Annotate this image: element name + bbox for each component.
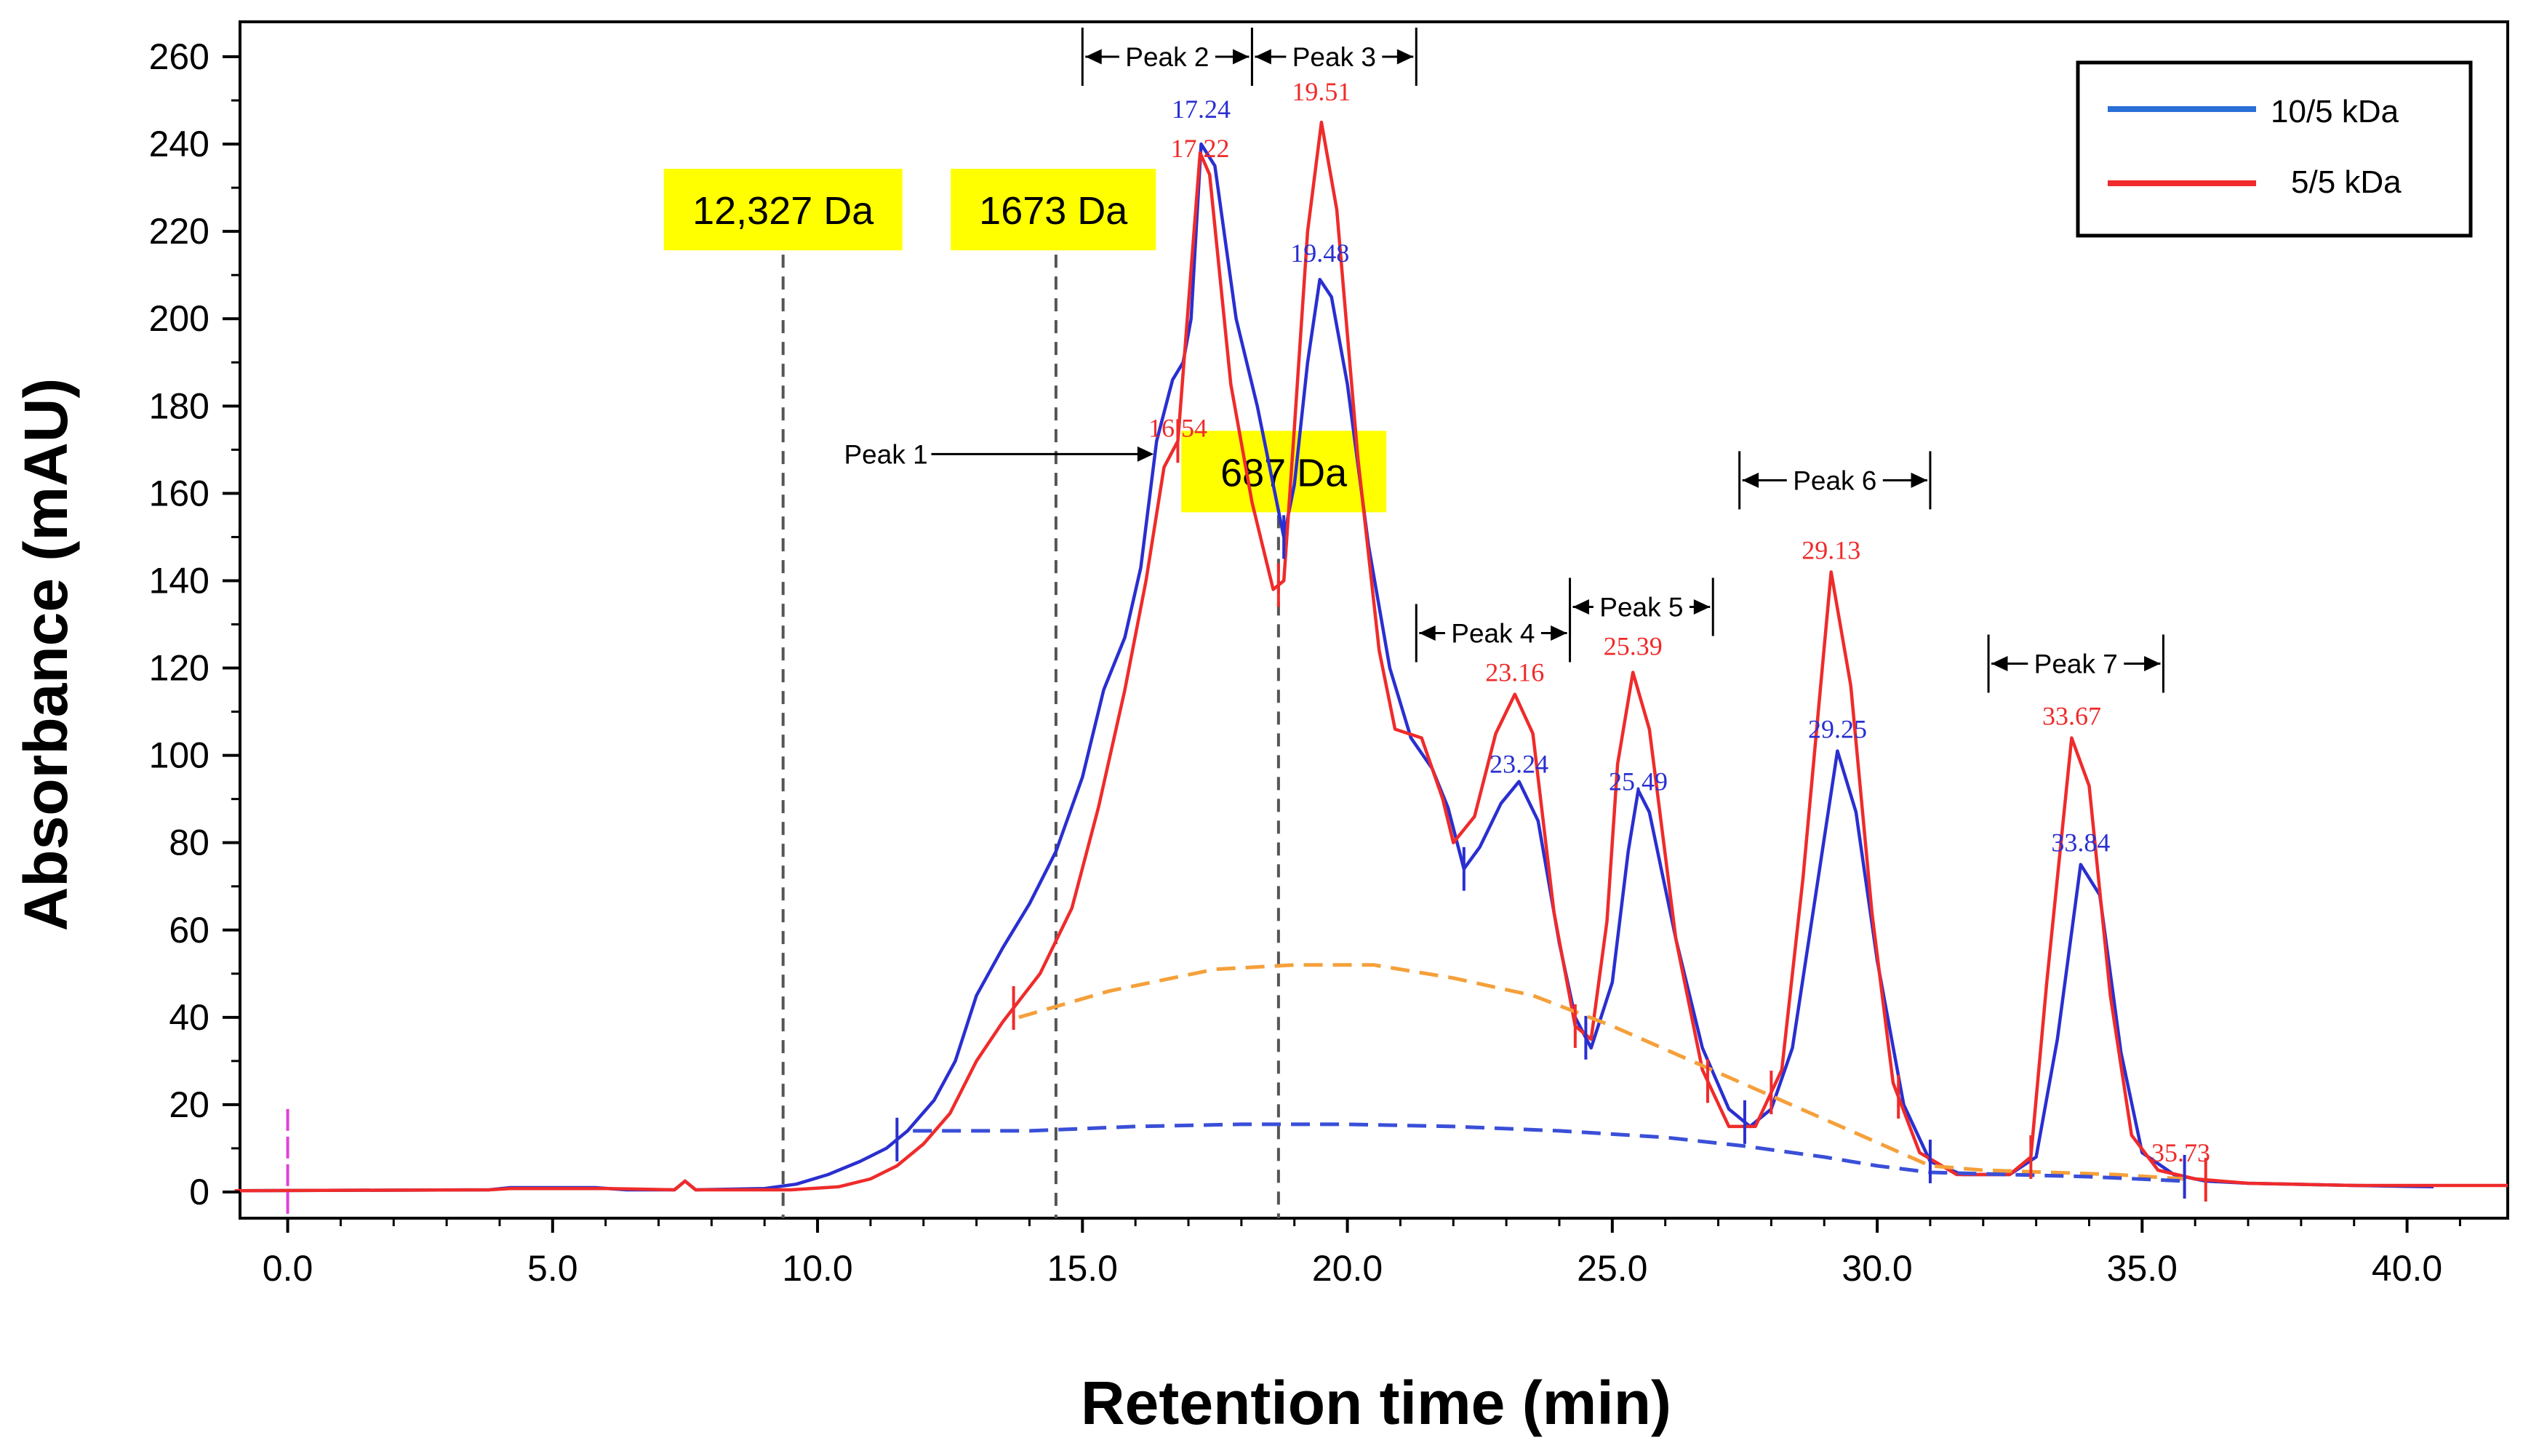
- plot-area-border: [239, 20, 2509, 1220]
- baseline-orange-dashed: [1018, 963, 2185, 1181]
- plot-frame: [239, 20, 2509, 1220]
- y-tick-label: 160: [149, 473, 209, 513]
- arrow-head: [1693, 599, 1711, 615]
- mw-label: 1673 Da: [979, 189, 1128, 233]
- peak-region-label: Peak 5: [1599, 592, 1683, 622]
- peak-value-label: 35.73: [2151, 1138, 2210, 1167]
- y-tick-label: 0: [189, 1172, 209, 1212]
- peak-value-label: 29.25: [1808, 715, 1867, 744]
- peak-annotations: 17.24 17.22 19.51 19.48 16.54 23.16 23.24 25.39…: [844, 28, 2210, 1167]
- peak-region-label: Peak 4: [1451, 619, 1535, 649]
- peak-value-label: 33.67: [2042, 702, 2101, 731]
- y-tick-label: 80: [169, 823, 209, 863]
- legend-label-5-5: 5/5 kDa: [2291, 164, 2402, 200]
- y-tick-label: 100: [149, 735, 209, 776]
- peak-region-label: Peak 3: [1292, 42, 1376, 72]
- peak-value-label: 16.54: [1148, 413, 1207, 442]
- series-10-5-kda: [234, 142, 2434, 1193]
- x-axis-title: Retention time (min): [1081, 1369, 1671, 1437]
- peak-1-label: Peak 1: [844, 439, 927, 469]
- arrow-head: [1572, 599, 1589, 615]
- peak-region: Peak 3: [1250, 28, 1418, 87]
- x-tick-label: 35.0: [2107, 1248, 2178, 1289]
- y-tick-label: 260: [149, 36, 209, 77]
- mw-highlight-box: [1181, 431, 1387, 513]
- peak-region: Peak 5: [1569, 577, 1714, 636]
- arrow-head: [1911, 472, 1927, 488]
- peak-value-label: 19.48: [1290, 239, 1349, 268]
- x-tick-label: 40.0: [2372, 1248, 2442, 1289]
- peak-region: Peak 2: [1081, 28, 1253, 87]
- mw-label: 687 Da: [1220, 451, 1348, 495]
- y-tick-label: 220: [149, 211, 209, 252]
- peak-region-label: Peak 2: [1125, 42, 1209, 72]
- x-tick-label: 5.0: [527, 1248, 578, 1289]
- x-tick-label: 20.0: [1312, 1248, 1383, 1289]
- arrow-head: [2144, 656, 2161, 672]
- mw-label: 12,327 Da: [692, 189, 874, 233]
- y-tick-label: 40: [169, 997, 209, 1038]
- y-tick-label: 20: [169, 1084, 209, 1125]
- peak-value-label: 33.84: [2051, 828, 2110, 857]
- y-axis-title: Absorbance (mAU): [12, 378, 80, 932]
- integration-marks: [286, 419, 2207, 1214]
- peak-value-label: 25.39: [1604, 632, 1663, 661]
- peak-region-label: Peak 7: [2034, 649, 2118, 679]
- y-tick-label: 240: [149, 124, 209, 164]
- arrow-head: [1551, 625, 1567, 641]
- series-5-5-kda: [234, 120, 2508, 1193]
- peak-value-label: 29.13: [1802, 535, 1860, 564]
- mw-highlight-box: [951, 169, 1156, 251]
- x-tick-label: 0.0: [263, 1248, 313, 1289]
- peak-region: Peak 7: [1987, 634, 2164, 693]
- arrow-head: [1085, 49, 1102, 65]
- peak-value-label: 23.16: [1485, 658, 1544, 687]
- y-tick-label: 120: [149, 648, 209, 689]
- peak-value-label: 23.24: [1490, 750, 1548, 779]
- peak-value-label: 17.24: [1172, 95, 1231, 124]
- peak-value-label: 25.49: [1609, 767, 1668, 796]
- x-tick-label: 30.0: [1842, 1248, 1912, 1289]
- arrow-head: [1396, 49, 1414, 65]
- molecular-weight-markers: 12,327 Da 1673 Da 687 Da: [663, 169, 1387, 1218]
- arrow-head: [1742, 472, 1759, 488]
- peak-value-label: 19.51: [1292, 77, 1351, 106]
- y-tick-label: 180: [149, 385, 209, 426]
- y-tick-label: 60: [169, 910, 209, 951]
- axes: 0.0 5.0 10.0 15.0 20.0 25.0 30.0 35.0 40.0 0 20 40 6…: [149, 36, 2461, 1289]
- x-tick-label: 10.0: [782, 1248, 852, 1289]
- arrow-head: [1991, 656, 2008, 672]
- x-tick-label: 15.0: [1047, 1248, 1118, 1289]
- y-tick-label: 140: [149, 560, 209, 601]
- mw-highlight-box: [663, 169, 903, 251]
- peak-region: Peak 6: [1738, 451, 1932, 510]
- arrow-head: [1233, 49, 1249, 65]
- peak-region-label: Peak 6: [1793, 465, 1876, 495]
- arrow-head: [1419, 625, 1436, 641]
- legend-label-10-5: 10/5 kDa: [2271, 94, 2399, 129]
- arrow-head: [1255, 49, 1271, 65]
- legend-box: [2076, 60, 2473, 238]
- peak-value-label: 17.22: [1171, 134, 1230, 163]
- arrow-head: [1137, 446, 1154, 462]
- data-series: [234, 120, 2508, 1193]
- legend: 10/5 kDa 5/5 kDa: [2076, 60, 2473, 238]
- y-tick-label: 200: [149, 298, 209, 339]
- x-tick-label: 25.0: [1577, 1248, 1647, 1289]
